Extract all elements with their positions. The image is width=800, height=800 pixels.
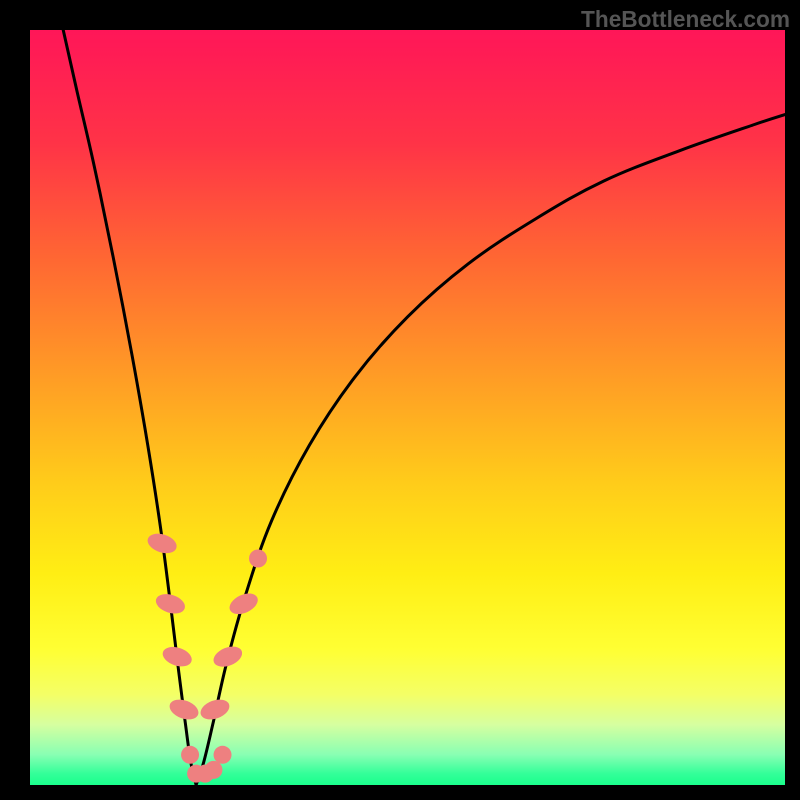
watermark-text: TheBottleneck.com xyxy=(581,6,790,33)
chart-root: TheBottleneck.com xyxy=(0,0,800,800)
gradient-plot-area xyxy=(30,30,785,785)
